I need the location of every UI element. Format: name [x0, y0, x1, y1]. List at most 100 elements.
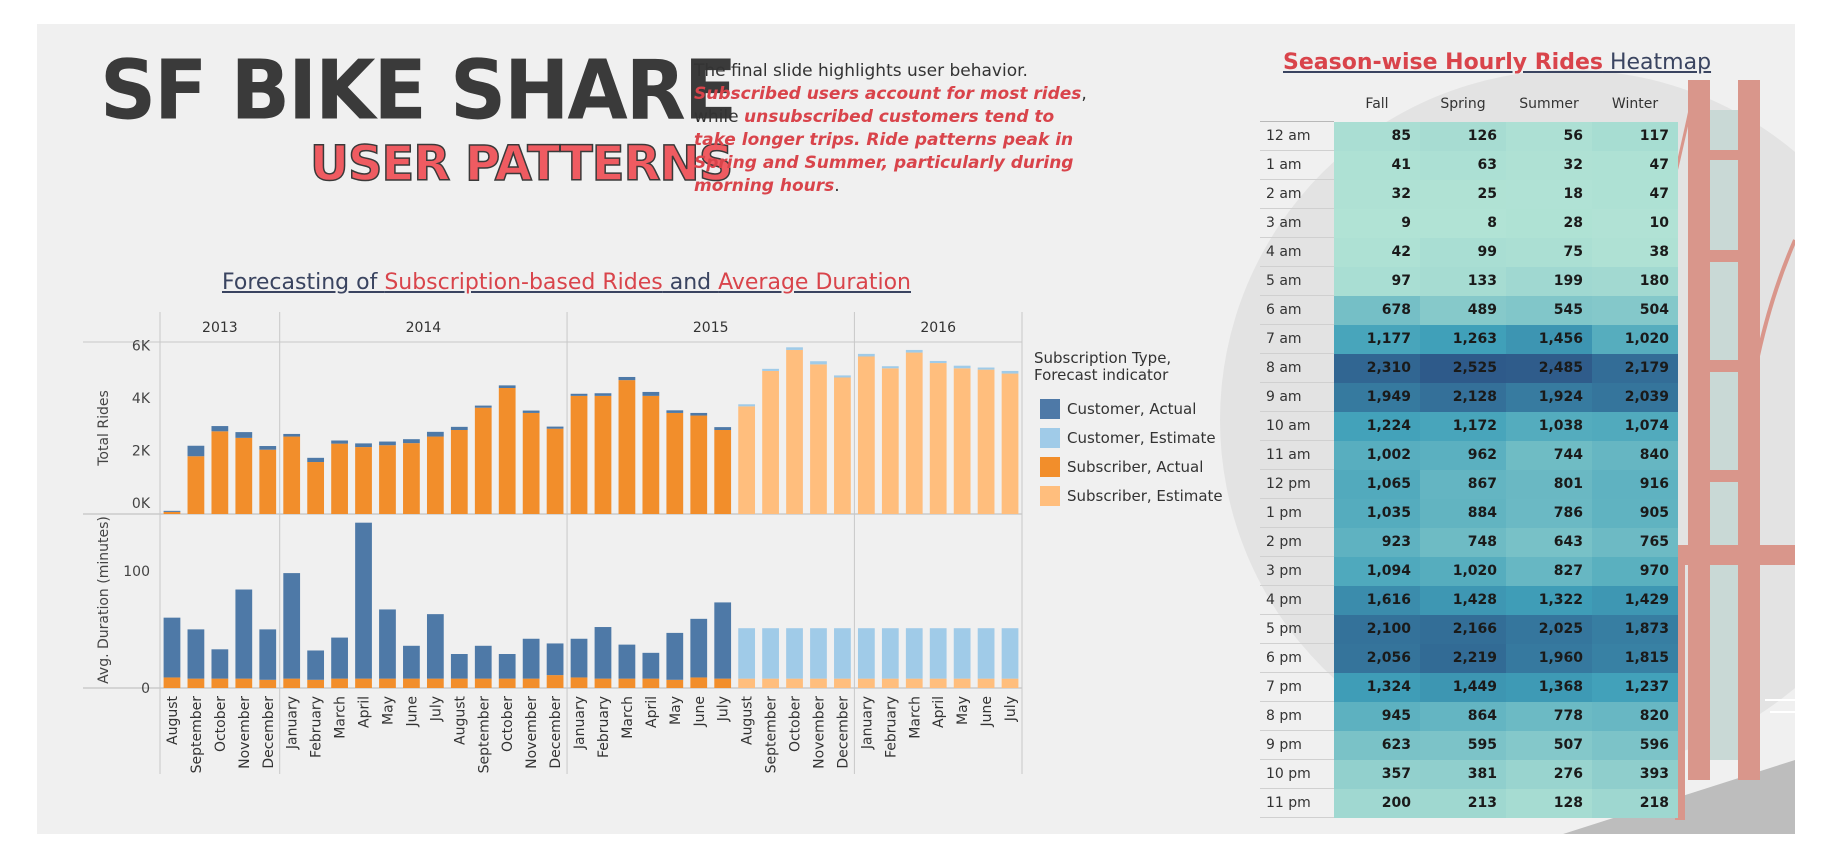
heatmap-cell: 1,172	[1420, 412, 1506, 441]
duration-customer-bar	[403, 645, 420, 679]
heatmap-cell: 970	[1592, 557, 1678, 586]
rides-customer-bar	[1001, 370, 1019, 374]
month-tick-label: March	[907, 696, 923, 739]
heatmap-cell: 8	[1420, 209, 1506, 238]
heatmap-cell: 643	[1506, 528, 1592, 557]
duration-tick-label: 100	[123, 564, 150, 580]
rides-subscriber-bar	[594, 395, 612, 514]
legend-title: Subscription Type, Forecast indicator	[1034, 349, 1172, 384]
heatmap-row-label: 12 am	[1266, 128, 1311, 144]
duration-customer-bar	[211, 649, 229, 679]
rides-subscriber-bar	[642, 395, 660, 514]
month-tick-label: March	[620, 696, 636, 739]
heatmap-cell: 381	[1420, 760, 1506, 789]
heatmap-row-label: 10 am	[1266, 418, 1311, 434]
heatmap-cell: 9	[1334, 209, 1420, 238]
heatmap-cell: 117	[1592, 122, 1678, 151]
duration-subscriber-bar	[857, 678, 875, 688]
rides-subscriber-bar	[546, 428, 564, 514]
heatmap-cell: 1,002	[1334, 441, 1420, 470]
heatmap-cell: 97	[1334, 267, 1420, 296]
duration-subscriber-bar	[355, 678, 372, 688]
rides-subscriber-bar	[426, 436, 444, 514]
duration-customer-bar	[905, 628, 923, 679]
rides-customer-bar	[307, 457, 325, 463]
heatmap-cell: 786	[1506, 499, 1592, 528]
duration-subscriber-bar	[283, 678, 301, 688]
duration-axis-label: Avg. Duration (minutes)	[96, 516, 112, 684]
heatmap-row-label: 8 pm	[1266, 708, 1302, 724]
month-tick-label: May	[668, 696, 684, 725]
rides-subscriber-bar	[618, 380, 636, 514]
heatmap-cell: 864	[1420, 702, 1506, 731]
heatmap-cell: 41	[1334, 151, 1420, 180]
heatmap-cell: 18	[1506, 180, 1592, 209]
month-tick-label: July	[716, 696, 732, 722]
heatmap-cell: 827	[1506, 557, 1592, 586]
rides-customer-bar	[810, 361, 827, 365]
heatmap-cell: 1,815	[1592, 644, 1678, 673]
heatmap-row-separator	[1260, 266, 1334, 267]
duration-subscriber-bar	[690, 677, 708, 688]
heatmap-cell: 200	[1334, 789, 1420, 818]
heatmap-row-separator	[1260, 440, 1334, 441]
heatmap-cell: 2,100	[1334, 615, 1420, 644]
heatmap-row-label: 4 am	[1266, 244, 1302, 260]
heatmap-cell: 1,428	[1420, 586, 1506, 615]
legend-label: Customer, Actual	[1067, 400, 1197, 418]
rides-tick-label: 0K	[132, 496, 151, 512]
duration-customer-bar	[546, 643, 564, 676]
intro-plain-2: , while	[694, 84, 1087, 127]
legend-swatch	[1040, 428, 1060, 448]
rides-subscriber-bar	[953, 368, 971, 514]
bridge-beam-3	[1688, 360, 1760, 372]
month-tick-label: December	[835, 696, 851, 769]
bridge-shadow	[1563, 760, 1795, 834]
duration-customer-bar	[331, 637, 348, 679]
heatmap-cell: 2,525	[1420, 354, 1506, 383]
heatmap-cell: 393	[1592, 760, 1678, 789]
heatmap-cell: 2,056	[1334, 644, 1420, 673]
heatmap-cell: 1,020	[1420, 557, 1506, 586]
rides-subscriber-bar	[187, 456, 205, 514]
rides-subscriber-bar	[403, 443, 420, 514]
rides-subscriber-bar	[738, 406, 756, 514]
month-tick-label: August	[740, 695, 756, 745]
bridge-deck-left	[1675, 560, 1685, 820]
intro-plain-3: .	[834, 176, 840, 196]
intro-highlight-2: unsubscribed customers tend to take long…	[694, 107, 1074, 196]
heatmap-row-separator	[1260, 817, 1334, 818]
duration-subscriber-bar	[450, 678, 468, 688]
rides-subscriber-bar	[762, 370, 779, 514]
month-tick-label: January	[572, 696, 588, 750]
month-tick-label: September	[189, 696, 205, 774]
heatmap-cell: 840	[1592, 441, 1678, 470]
duration-subscriber-bar	[762, 678, 779, 688]
heatmap-cell: 1,065	[1334, 470, 1420, 499]
duration-subscriber-bar	[834, 678, 851, 688]
heatmap-column-header: Summer	[1519, 96, 1579, 112]
heatmap-cell: 1,074	[1592, 412, 1678, 441]
heatmap-cell: 884	[1420, 499, 1506, 528]
month-tick-label: August	[165, 695, 181, 745]
heatmap-cell: 2,179	[1592, 354, 1678, 383]
intro-text: The final slide highlights user behavior…	[694, 60, 1094, 198]
duration-subscriber-bar	[977, 678, 995, 688]
duration-subscriber-bar	[618, 678, 636, 688]
rides-customer-bar	[522, 410, 540, 413]
heatmap-cell: 25	[1420, 180, 1506, 209]
heatmap-row-separator	[1260, 237, 1334, 238]
heatmap-row-label: 8 am	[1266, 360, 1302, 376]
heatmap-cell: 357	[1334, 760, 1420, 789]
rides-customer-bar	[235, 432, 253, 438]
heatmap-cell: 2,485	[1506, 354, 1592, 383]
duration-subscriber-bar	[379, 678, 396, 688]
duration-customer-bar	[642, 652, 660, 679]
rides-subscriber-bar	[211, 431, 229, 514]
duration-customer-bar	[881, 628, 899, 679]
rides-tick-label: 4K	[132, 391, 151, 407]
heatmap-cell: 595	[1420, 731, 1506, 760]
rides-customer-bar	[690, 412, 708, 416]
heatmap-row-separator	[1260, 295, 1334, 296]
